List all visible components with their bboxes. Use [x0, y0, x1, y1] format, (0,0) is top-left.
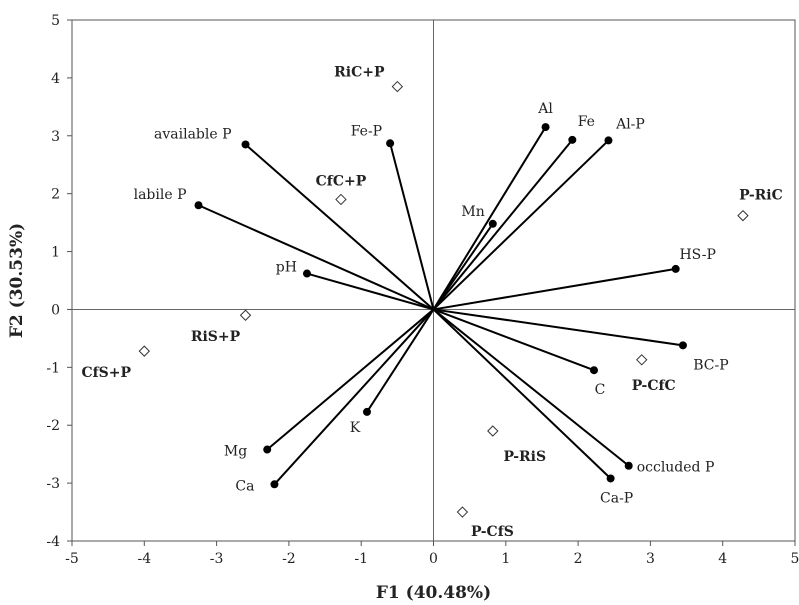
vector-line: [433, 308, 595, 372]
x-tick-label: -3: [210, 551, 224, 567]
x-tick-label: 3: [646, 551, 655, 567]
x-tick-label: 4: [718, 551, 727, 567]
observation-points: RiC+P CfC+P RiS+P CfS+P P-RiC P-CfC P-RiS P-CfS: [82, 65, 783, 540]
vector-endpoint: [541, 123, 550, 132]
vector-endpoint: [624, 461, 633, 470]
y-tick-label: 2: [51, 187, 60, 203]
observation-label: P-RiS: [503, 449, 546, 465]
y-tick-label: -2: [46, 418, 60, 434]
vector-line: [198, 204, 434, 311]
y-tick-label: -4: [46, 534, 60, 550]
x-tick-label: 5: [791, 551, 799, 567]
y-tick-label: 0: [51, 302, 60, 318]
variable-label: Ca: [235, 478, 254, 494]
variable-label: Ca-P: [600, 490, 633, 506]
variable-label: Fe-P: [351, 123, 382, 139]
variable-label: occluded P: [637, 460, 715, 476]
observation-label: RiC+P: [334, 65, 385, 81]
x-tick-label: -5: [65, 551, 79, 567]
vector-line: [244, 143, 435, 311]
vector-line: [273, 308, 435, 485]
x-tick-label: -2: [282, 551, 296, 567]
vector-endpoint: [302, 269, 311, 278]
variable-label: C: [595, 382, 606, 398]
observation-label: CfC+P: [316, 173, 367, 189]
observation-marker: [391, 80, 404, 93]
variable-label: HS-P: [679, 247, 715, 263]
vector-line: [432, 308, 612, 480]
vector-line: [306, 272, 434, 311]
vector-endpoint: [604, 136, 613, 145]
x-tick-label: -4: [137, 551, 151, 567]
x-axis-title: F1 (40.48%): [376, 583, 491, 603]
vector-endpoint: [270, 480, 279, 489]
vector-endpoint: [606, 474, 615, 483]
observation-marker: [636, 354, 648, 366]
vector-line: [366, 308, 435, 413]
vector-endpoint: [488, 219, 497, 228]
observation-marker: [737, 209, 749, 222]
y-tick-label: -1: [46, 360, 60, 376]
vector-line: [432, 308, 630, 467]
x-tick-label: -1: [354, 551, 368, 567]
observation-label: RiS+P: [191, 329, 241, 345]
observation-label: P-RiC: [739, 188, 783, 204]
y-tick-label: 3: [51, 129, 60, 145]
vector-endpoint: [386, 139, 395, 148]
y-tick-label: 5: [51, 13, 60, 29]
variable-label: K: [350, 420, 361, 436]
vector-line: [433, 267, 676, 311]
variable-label: Mn: [461, 204, 484, 220]
x-tick-label: 1: [501, 551, 510, 567]
vector-endpoint: [678, 341, 687, 350]
x-tick-label: 0: [429, 551, 438, 567]
observation-label: P-CfS: [471, 524, 514, 540]
y-tick-label: -3: [46, 476, 60, 492]
vector-line: [432, 139, 574, 311]
variable-label: pH: [276, 260, 297, 276]
vector-line: [266, 308, 435, 451]
observation-label: P-CfC: [632, 378, 676, 394]
vector-endpoint: [263, 445, 272, 454]
vector-endpoint: [194, 201, 203, 210]
observation-label: CfS+P: [82, 365, 132, 381]
observation-marker: [335, 193, 347, 206]
variable-label: Mg: [224, 444, 247, 460]
vector-line: [389, 143, 435, 310]
variable-label: labile P: [134, 187, 187, 203]
observation-marker: [138, 345, 151, 357]
observation-marker: [487, 425, 499, 437]
variable-label: Fe: [578, 114, 595, 130]
variable-label: Al: [537, 101, 553, 117]
variable-label: BC-P: [693, 357, 728, 373]
vector-endpoint: [590, 366, 599, 375]
observation-marker: [456, 506, 469, 518]
y-tick-label: 1: [51, 245, 60, 261]
variable-label: available P: [154, 126, 232, 142]
vector-endpoint: [671, 264, 680, 273]
vector-line: [432, 126, 547, 310]
y-axis-title: F2 (30.53%): [7, 223, 27, 338]
x-axis-ticks: -5 -4 -3 -2 -1 0 1 2 3 4 5: [65, 541, 799, 567]
vector-endpoint: [362, 407, 371, 416]
vector-endpoint: [568, 135, 577, 144]
x-tick-label: 2: [574, 551, 583, 567]
vector-line: [433, 308, 684, 347]
observation-marker: [239, 309, 252, 321]
vector-line: [432, 223, 494, 311]
variable-vectors: available P labile P pH Fe-P Al Fe Al-P Mn HS-P B…: [134, 101, 729, 506]
vector-endpoint: [241, 140, 250, 149]
variable-label: Al-P: [615, 116, 645, 132]
y-axis-ticks: -4 -3 -2 -1 0 1 2 3 4 5: [46, 13, 72, 550]
vector-line: [432, 139, 610, 311]
y-tick-label: 4: [51, 71, 60, 87]
